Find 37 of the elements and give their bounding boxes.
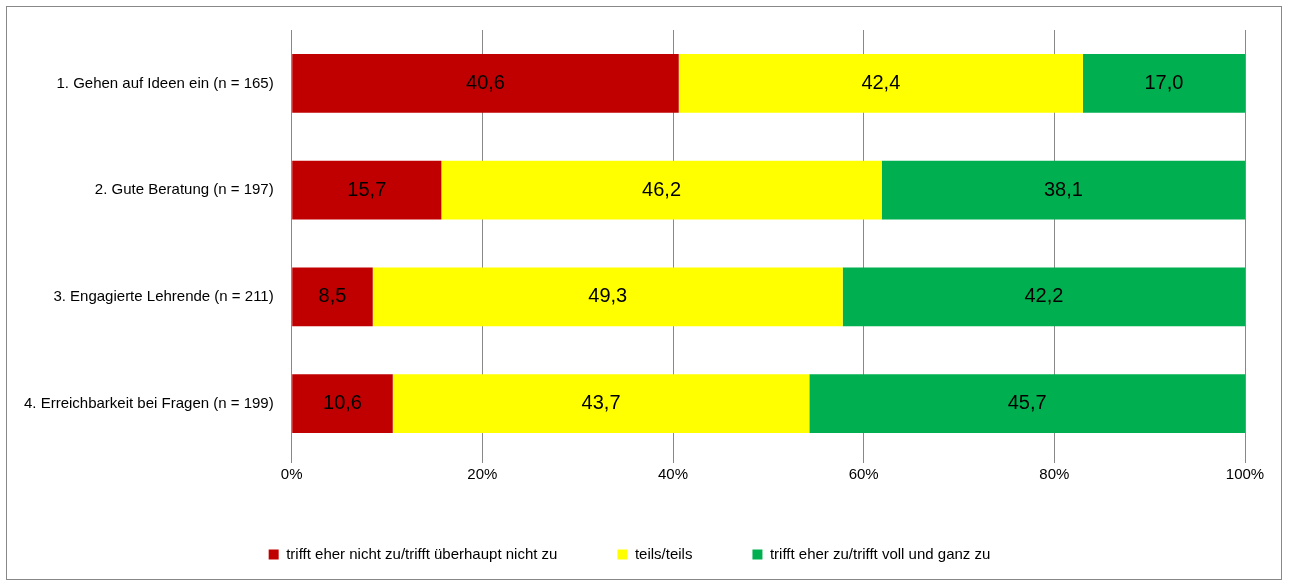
- bar: [809, 374, 1245, 433]
- data-label: 10,6: [323, 391, 362, 414]
- y-tick-label: 4. Erreichbarkeit bei Fragen (n = 199): [23, 393, 274, 411]
- data-label: 42,2: [1024, 284, 1064, 307]
- data-label: 40,6: [466, 70, 505, 93]
- bar: [1082, 54, 1245, 113]
- bar: [678, 54, 1083, 113]
- bar: [842, 267, 1245, 327]
- bar: [292, 54, 679, 113]
- data-label: 45,7: [1007, 391, 1047, 414]
- y-tick-label: 1. Gehen auf Ideen ein (n = 165): [56, 73, 274, 91]
- y-tick-label: 3. Engagierte Lehrende (n = 211): [53, 287, 274, 305]
- bar: [372, 267, 843, 327]
- bar: [392, 374, 810, 433]
- data-label: 42,4: [861, 70, 901, 93]
- legend-label: trifft eher nicht zu/trifft überhaupt nicht zu: [286, 544, 558, 562]
- data-label: 15,7: [347, 177, 387, 200]
- bar: [441, 160, 882, 220]
- data-label: 8,5: [318, 284, 347, 307]
- data-label: 49,3: [588, 284, 628, 307]
- legend-label: teils/teils: [634, 544, 693, 562]
- x-tick-label: 20%: [467, 465, 498, 483]
- x-tick-label: 80%: [1039, 465, 1070, 483]
- data-label: 46,2: [642, 177, 682, 200]
- bar: [292, 267, 373, 327]
- y-tick-label: 2. Gute Beratung (n = 197): [94, 180, 274, 198]
- data-label: 17,0: [1144, 70, 1184, 93]
- bar: [292, 374, 393, 433]
- x-tick-label: 0%: [280, 465, 303, 483]
- data-label: 43,7: [581, 391, 621, 414]
- bar: [292, 160, 442, 220]
- bar: [881, 160, 1245, 220]
- legend-label: trifft eher zu/trifft voll und ganz zu: [769, 544, 991, 562]
- data-label: 38,1: [1043, 177, 1083, 200]
- x-tick-label: 40%: [658, 465, 689, 483]
- x-tick-label: 100%: [1225, 465, 1265, 483]
- x-tick-label: 60%: [848, 465, 879, 483]
